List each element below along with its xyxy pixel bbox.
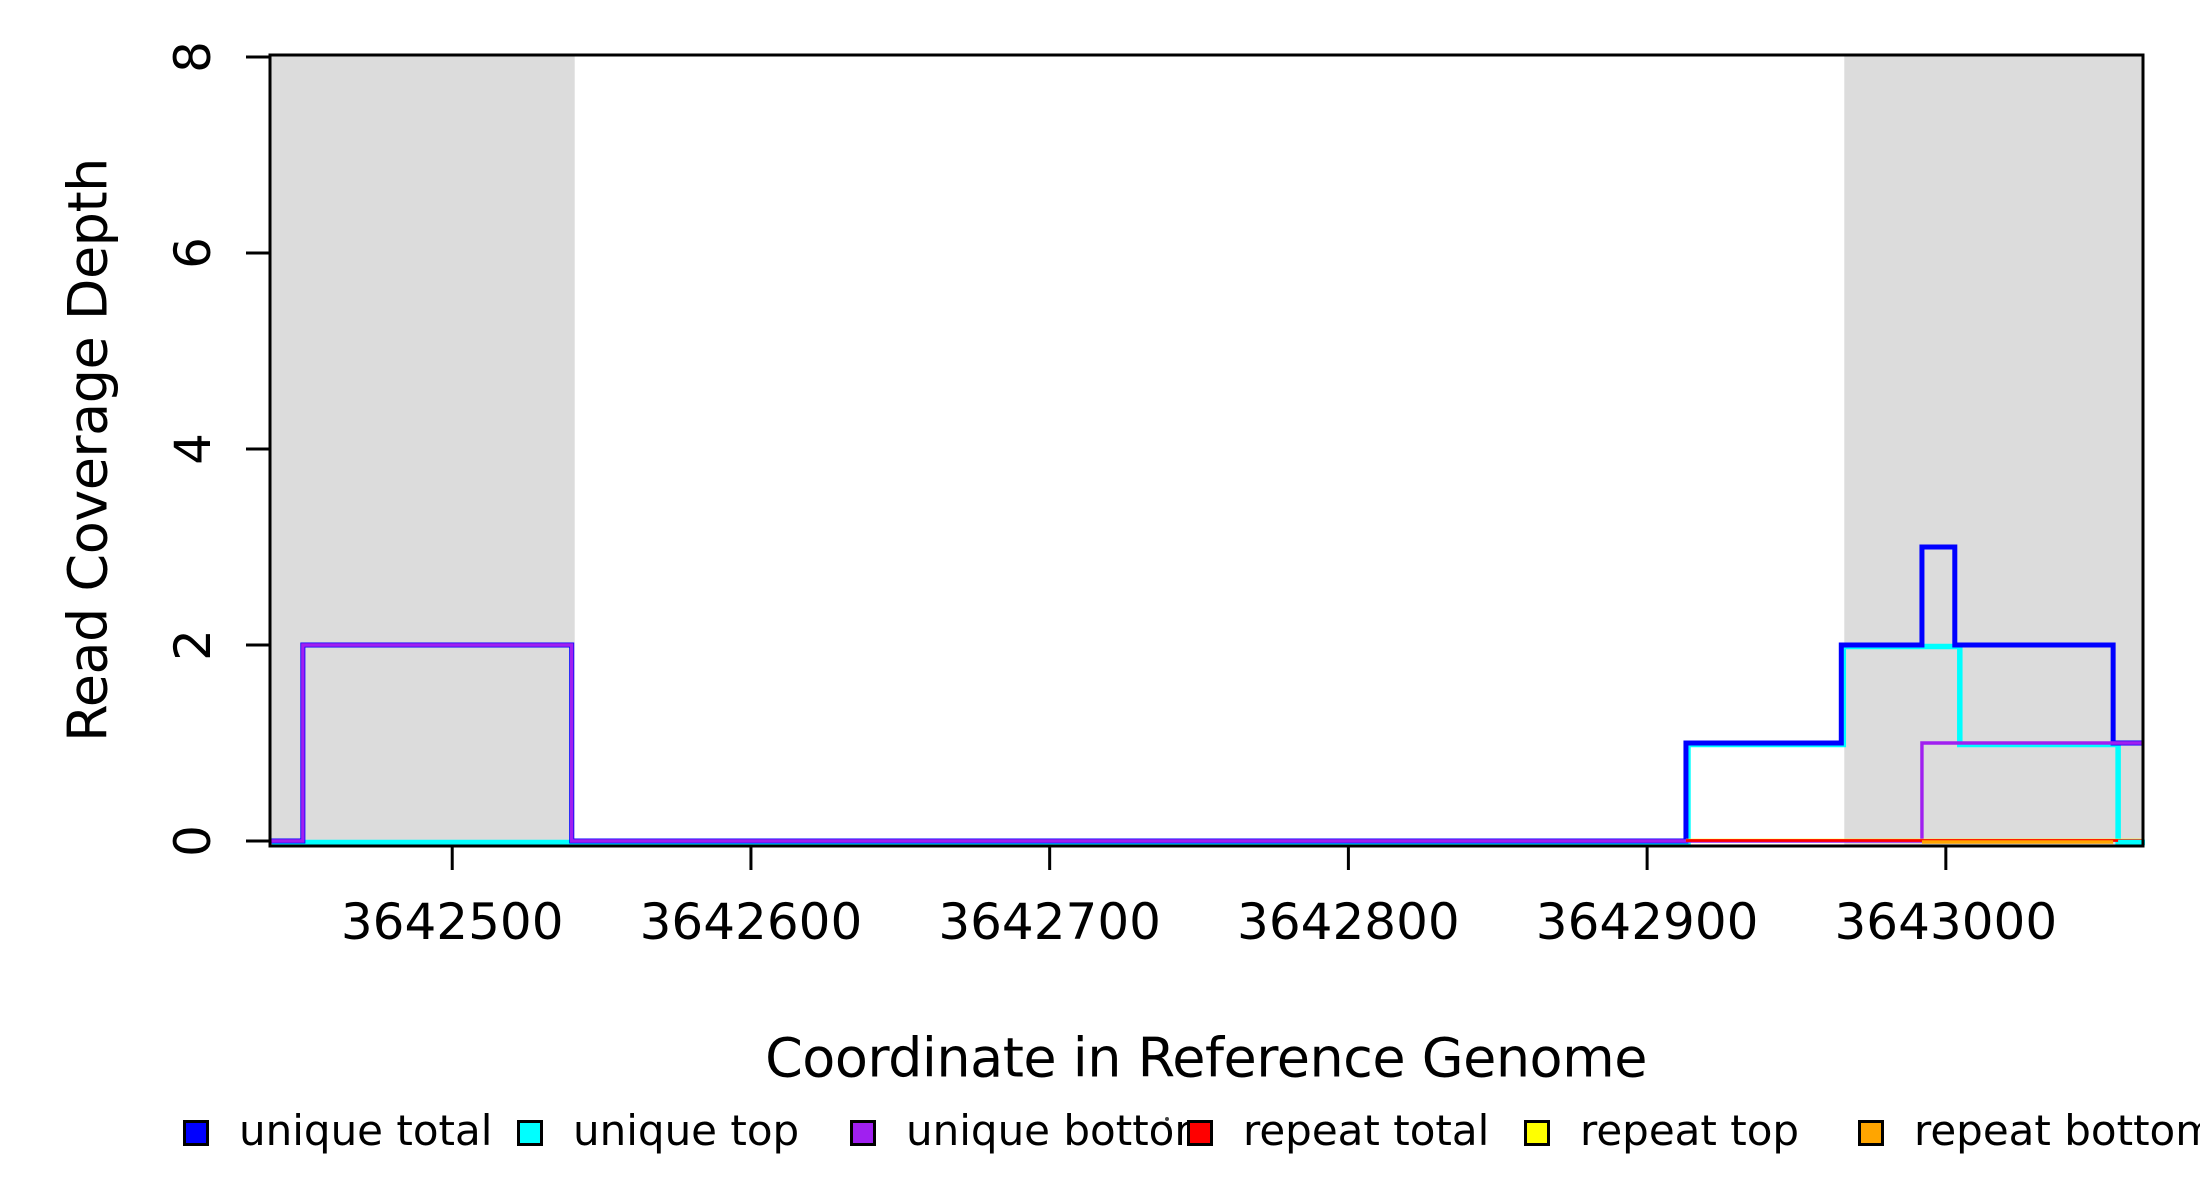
x-tick-label: 3642500 [340, 893, 564, 951]
shaded-region [1844, 55, 2143, 846]
y-axis-title: Read Coverage Depth [56, 158, 120, 742]
legend-label-unique-top: unique top [573, 1106, 800, 1156]
y-tick-label: 2 [164, 629, 222, 661]
legend-label-unique-bottom: unique bottom [906, 1106, 1216, 1156]
legend-swatch-repeat-top [1524, 1120, 1550, 1146]
x-tick-label: 3642600 [639, 893, 863, 951]
series-line-unique-bottom [270, 643, 2143, 843]
legend-swatch-repeat-bottom [1858, 1120, 1884, 1146]
stray-dot-mark [1165, 1117, 1169, 1121]
x-tick-label: 3643000 [1834, 893, 2058, 951]
shaded-region [270, 55, 575, 846]
y-tick-label: 6 [164, 237, 222, 269]
legend-swatch-unique-top [517, 1120, 543, 1146]
x-tick-label: 3642700 [938, 893, 1161, 951]
legend-label-repeat-top: repeat top [1580, 1106, 1800, 1156]
x-axis-title: Coordinate in Reference Genome [765, 1026, 1647, 1090]
x-tick-label: 3642900 [1535, 893, 1759, 951]
legend-label-unique-total: unique total [239, 1106, 493, 1156]
legend-label-repeat-bottom: repeat bottom [1914, 1106, 2200, 1156]
legend-label-repeat-total: repeat total [1243, 1106, 1490, 1156]
legend-swatch-unique-bottom [850, 1120, 876, 1146]
legend-swatch-unique-total [183, 1120, 209, 1146]
y-tick-label: 8 [164, 41, 222, 73]
legend-swatch-repeat-total [1187, 1120, 1213, 1146]
y-tick-label: 0 [164, 825, 222, 857]
x-tick-label: 3642800 [1237, 893, 1460, 951]
y-tick-label: 4 [164, 433, 222, 465]
